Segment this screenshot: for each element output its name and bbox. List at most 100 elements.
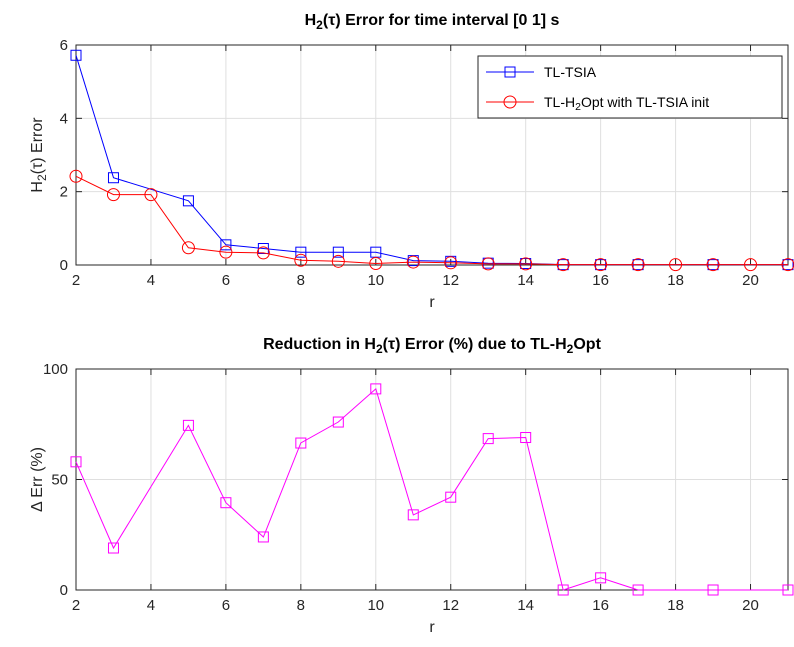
x-tick-label: 20 — [742, 272, 759, 289]
series-line — [75, 175, 788, 266]
legend-swatch-marker — [503, 95, 517, 109]
data-point — [782, 584, 794, 596]
axes-box — [75, 44, 789, 266]
y-axis-label-part: Δ Err (%) — [29, 447, 46, 512]
legend-swatch-marker — [504, 66, 516, 78]
x-tick-label: 4 — [147, 272, 155, 289]
y-axis-label-part: 2 — [35, 174, 49, 181]
chart-title: H2(τ) Error for time interval [0 1] s — [305, 12, 560, 32]
legend-entry-label-part: TL-H — [544, 94, 575, 110]
y-tick-label: 2 — [60, 184, 68, 201]
data-point — [220, 239, 232, 251]
y-axis-label-part: (τ) Error — [29, 117, 46, 175]
x-tick-label: 10 — [367, 597, 384, 614]
data-point — [407, 509, 419, 521]
legend-entry-label: TL-TSIA — [544, 64, 597, 80]
x-tick-label: 6 — [222, 597, 230, 614]
x-tick-label: 2 — [72, 272, 80, 289]
data-point — [69, 169, 83, 183]
data-point — [369, 257, 383, 271]
data-point — [294, 253, 308, 267]
data-point — [444, 256, 458, 270]
chart-title: Reduction in H2(τ) Error (%) due to TL-H… — [263, 336, 602, 356]
data-point — [331, 254, 345, 268]
x-tick-label: 8 — [297, 272, 305, 289]
chart-title-part: 2 — [376, 342, 383, 356]
data-point — [182, 419, 194, 431]
chart-title-part: (τ) Error (%) due to TL-H — [383, 336, 567, 353]
data-point — [257, 531, 269, 543]
data-point — [256, 246, 270, 260]
data-point — [632, 584, 644, 596]
x-axis-label: r — [429, 619, 435, 636]
legend-entry-label: TL-H2Opt with TL-TSIA init — [544, 94, 709, 113]
x-tick-label: 10 — [367, 272, 384, 289]
data-point — [70, 49, 82, 61]
chart-title-part: Reduction in H — [263, 336, 376, 353]
data-point — [706, 258, 720, 272]
x-tick-label: 16 — [592, 597, 609, 614]
x-tick-label: 14 — [517, 272, 534, 289]
y-tick-label: 0 — [60, 582, 68, 599]
chart-title-part: Opt — [573, 336, 601, 353]
data-point — [370, 383, 382, 395]
data-point — [781, 258, 794, 272]
y-axis-label: Δ Err (%) — [29, 447, 46, 512]
y-tick-label: 50 — [51, 472, 68, 489]
x-tick-label: 2 — [72, 597, 80, 614]
x-tick-label: 12 — [442, 272, 459, 289]
data-point — [556, 258, 570, 272]
x-tick-label: 12 — [442, 597, 459, 614]
legend-entry-label-part: Opt with TL-TSIA init — [581, 94, 709, 110]
x-tick-label: 14 — [517, 597, 534, 614]
series-line — [75, 388, 788, 591]
data-point — [107, 172, 119, 184]
data-point — [481, 257, 495, 271]
data-point — [631, 258, 645, 272]
chart-title-part: 2 — [567, 342, 574, 356]
x-tick-label: 18 — [667, 597, 684, 614]
data-point — [295, 246, 307, 258]
data-point — [707, 584, 719, 596]
data-point — [595, 572, 607, 584]
x-tick-label: 8 — [297, 597, 305, 614]
data-point — [519, 257, 533, 271]
data-point — [219, 245, 233, 259]
data-point — [594, 258, 608, 272]
chart-title-part: (τ) Error for time interval [0 1] s — [323, 12, 560, 29]
y-axis-label-part: H — [29, 181, 46, 193]
x-tick-label: 6 — [222, 272, 230, 289]
data-point — [332, 416, 344, 428]
data-point — [295, 437, 307, 449]
y-tick-label: 100 — [43, 361, 68, 378]
data-point — [220, 497, 232, 509]
legend-entry-label-part: TL-TSIA — [544, 64, 597, 80]
data-point — [332, 246, 344, 258]
data-point — [257, 243, 269, 254]
data-point — [70, 456, 82, 468]
x-axis-label: r — [429, 294, 435, 311]
data-point — [557, 584, 569, 596]
y-tick-label: 0 — [60, 257, 68, 274]
chart-title-part: 2 — [316, 18, 323, 32]
data-point — [182, 195, 194, 207]
data-point — [181, 241, 195, 255]
legend-box — [477, 55, 783, 119]
data-point — [106, 188, 120, 202]
x-tick-label: 18 — [667, 272, 684, 289]
x-tick-label: 4 — [147, 597, 155, 614]
x-tick-label: 16 — [592, 272, 609, 289]
legend-entry-label-part: 2 — [575, 101, 581, 113]
x-tick-label: 20 — [742, 597, 759, 614]
data-point — [107, 542, 119, 554]
data-point — [445, 491, 457, 503]
data-point — [669, 258, 683, 272]
data-point — [482, 433, 494, 445]
y-tick-label: 4 — [60, 110, 68, 127]
data-point — [406, 255, 420, 269]
y-tick-label: 6 — [60, 37, 68, 54]
y-axis-label: H2(τ) Error — [29, 117, 49, 193]
